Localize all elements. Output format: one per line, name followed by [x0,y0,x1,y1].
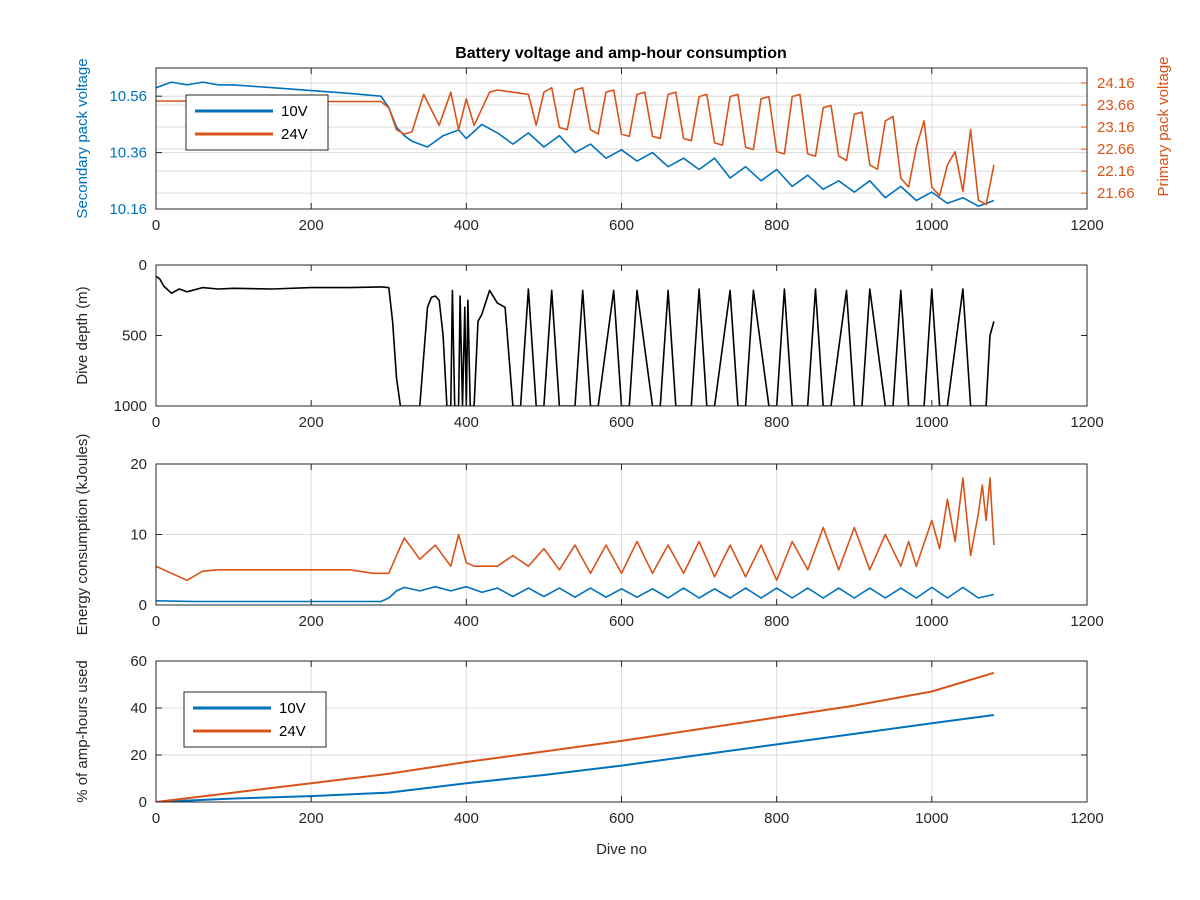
y2-tick-label: 24.16 [1097,75,1135,92]
x-tick-label: 600 [609,217,634,234]
x-tick-label: 1000 [915,613,948,630]
subplot-amphours: 0 200 400 600 800 1000 1200 0 20 40 60 % of amp-hou… [74,653,1104,858]
subplots: 0 200 400 600 800 1000 120010.1610.3610.5621.6… [74,56,1172,858]
series-line-24v [156,87,995,206]
x-tick-label: 400 [454,414,479,431]
x-tick-label: 600 [609,810,634,827]
x-tick-label: 1000 [915,414,948,431]
x-tick-label: 400 [454,613,479,630]
y-axis-label: Energy consumption (kJoules) [74,434,91,636]
legend-label-10v: 10V [279,700,306,717]
x-tick-label: 0 [152,414,160,431]
x-tick-label: 200 [299,217,324,234]
y-tick-label: 10 [130,527,147,544]
x-tick-label: 800 [764,414,789,431]
legend-label-10v: 10V [281,103,308,120]
x-tick-label: 1200 [1070,217,1103,234]
x-tick-label: 1000 [915,810,948,827]
legend-box [185,94,329,151]
y-tick-label: 60 [130,653,147,670]
series-group [156,81,995,207]
y-tick-label: 0 [139,794,147,811]
y2-tick-label: 22.16 [1097,163,1135,180]
y-tick-label: 10.16 [109,201,147,218]
figure-title: Battery voltage and amp-hour consumption [455,45,787,62]
y-tick-label: 40 [130,700,147,717]
x-axis-label: Dive no [596,841,647,858]
plot-area [156,265,1087,406]
y-tick-label: 0 [139,597,147,614]
x-tick-label: 800 [764,810,789,827]
y-tick-label: 10.36 [109,145,147,162]
y-tick-label: 500 [122,328,147,345]
y-tick-label: 20 [130,456,147,473]
legend-label-24v: 24V [279,723,306,740]
y-tick-label: 20 [130,747,147,764]
y2-tick-label: 23.66 [1097,97,1135,114]
series-line-depth [156,275,995,406]
x-tick-label: 800 [764,613,789,630]
y-tick-label: 1000 [114,398,147,415]
x-tick-label: 1200 [1070,810,1103,827]
x-tick-label: 200 [299,414,324,431]
x-tick-label: 600 [609,414,634,431]
y2-tick-label: 23.16 [1097,119,1135,136]
y-tick-label: 0 [139,257,147,274]
x-tick-label: 1200 [1070,414,1103,431]
y-axis-label: Secondary pack voltage [74,58,91,218]
x-tick-label: 200 [299,613,324,630]
series-line-24v [156,671,995,802]
subplot-depth: 0 200 400 600 800 1000 1200 0 500 1000 Dive depth … [74,257,1104,431]
series-line-24v [156,477,995,582]
subplot-voltage: 0 200 400 600 800 1000 1200 10.16 10.36 10.56 21.6… [74,56,1172,234]
series-line-10v [156,714,995,802]
legend-box [183,691,327,748]
y-axis-label: % of amp-hours used [74,660,91,803]
y-axis-label: Dive depth (m) [74,286,91,384]
y-tick-label: 10.56 [109,88,147,105]
series-group [156,477,995,603]
subplot-energy: 0 200 400 600 800 1000 1200 0 10 20 Energy consump… [74,434,1104,636]
x-tick-label: 600 [609,613,634,630]
x-tick-label: 1000 [915,217,948,234]
y2-axis-label: Primary pack voltage [1155,56,1172,196]
y2-tick-label: 21.66 [1097,185,1135,202]
x-tick-label: 800 [764,217,789,234]
x-tick-label: 400 [454,217,479,234]
series-group [156,671,995,802]
x-tick-label: 0 [152,217,160,234]
series-group [156,275,995,406]
x-tick-label: 400 [454,810,479,827]
x-tick-label: 1200 [1070,613,1103,630]
series-line-10v [156,585,995,603]
x-tick-label: 0 [152,810,160,827]
x-tick-label: 200 [299,810,324,827]
legend-label-24v: 24V [281,126,308,143]
x-tick-label: 0 [152,613,160,630]
series-line-10v [156,81,995,207]
y2-tick-label: 22.66 [1097,141,1135,158]
